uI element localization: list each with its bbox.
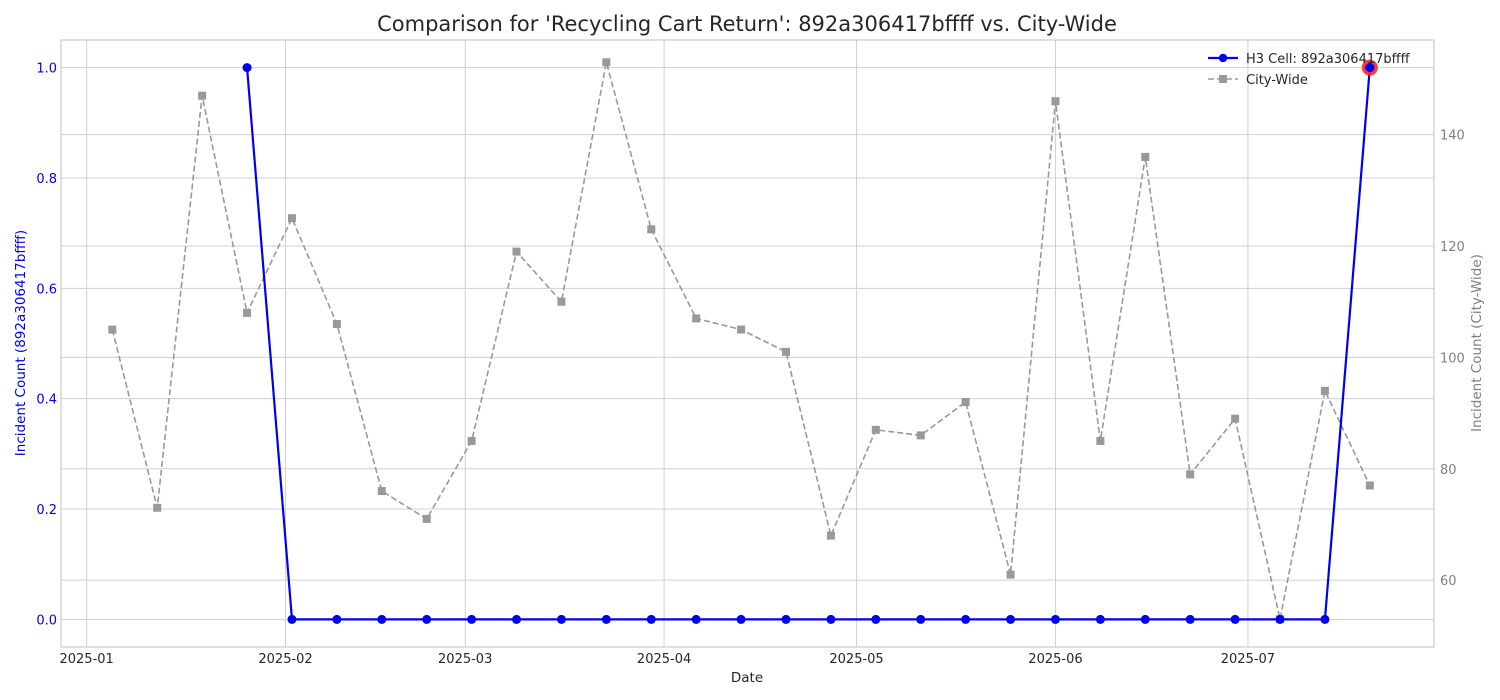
grid [61, 40, 1434, 647]
cell-point [736, 614, 746, 624]
city-wide-point [1096, 436, 1105, 445]
city-wide-point [781, 347, 790, 356]
city-wide-series [108, 58, 1374, 624]
city-wide-point [377, 487, 386, 496]
cell-point [287, 614, 297, 624]
y-right-tick-label: 120 [1440, 240, 1465, 255]
city-wide-point [108, 325, 117, 334]
x-tick-label: 2025-07 [1221, 652, 1275, 667]
y-right-tick-label: 80 [1440, 463, 1457, 478]
city-wide-point [332, 320, 341, 329]
cell-point [826, 614, 836, 624]
cell-point [242, 63, 252, 73]
city-wide-point [287, 214, 296, 223]
city-wide-point [1141, 152, 1150, 161]
x-tick-label: 2025-04 [637, 652, 691, 667]
city-wide-point [198, 91, 207, 100]
cell-point [556, 614, 566, 624]
city-wide-point [1320, 386, 1329, 395]
highlight-point [1365, 63, 1375, 73]
city-wide-point [512, 247, 521, 256]
x-tick-label: 2025-03 [438, 652, 492, 667]
y-left-tick-label: 0.2 [36, 503, 57, 518]
cell-point [961, 614, 971, 624]
cell-series [242, 63, 1375, 624]
y-left-tick-label: 1.0 [36, 62, 57, 77]
cell-point [1006, 614, 1016, 624]
cell-point [1230, 614, 1240, 624]
cell-point [377, 614, 387, 624]
y-left-axis-ticks: 0.0 0.2 0.4 0.6 0.8 1.0 [36, 62, 57, 629]
y-left-tick-label: 0.6 [36, 282, 57, 297]
cell-point [1320, 614, 1330, 624]
x-axis-label: Date [731, 670, 763, 686]
y-left-tick-label: 0.8 [36, 172, 57, 187]
y-right-axis-label: Incident Count (City-Wide) [1469, 254, 1485, 432]
cell-point [1185, 614, 1195, 624]
x-tick-label: 2025-06 [1028, 652, 1082, 667]
city-wide-point [602, 58, 611, 67]
highlight-marker-layer [1361, 59, 1378, 76]
x-tick-label: 2025-05 [829, 652, 883, 667]
city-wide-point [422, 514, 431, 523]
legend-city-label: City-Wide [1246, 73, 1308, 88]
x-axis-ticks: 2025-01 2025-02 2025-03 2025-04 2025-05 2025-… [59, 652, 1275, 667]
city-wide-point [961, 397, 970, 406]
chart-title: Comparison for 'Recycling Cart Return': … [377, 12, 1117, 36]
cell-point [422, 614, 432, 624]
legend-cell-marker [1218, 53, 1228, 63]
y-right-tick-label: 60 [1440, 574, 1457, 589]
city-wide-point [916, 431, 925, 440]
city-wide-point [647, 225, 656, 234]
x-tick-label: 2025-01 [59, 652, 113, 667]
legend-cell-label: H3 Cell: 892a306417bffff [1246, 52, 1411, 67]
city-wide-point [1186, 470, 1195, 479]
city-wide-point [737, 325, 746, 334]
city-wide-point [871, 425, 880, 434]
cell-point [1140, 614, 1150, 624]
y-right-tick-label: 140 [1440, 129, 1465, 144]
cell-point [512, 614, 522, 624]
x-tick-label: 2025-02 [258, 652, 312, 667]
cell-point [1275, 614, 1285, 624]
city-wide-point [467, 436, 476, 445]
y-left-axis-label: Incident Count (892a306417bffff) [13, 230, 29, 456]
cell-point [467, 614, 477, 624]
cell-point [332, 614, 342, 624]
y-left-tick-label: 0.4 [36, 393, 57, 408]
legend-city-marker [1219, 75, 1227, 83]
y-right-axis-ticks: 60 80 100 120 140 [1440, 129, 1465, 590]
plot-frame [60, 39, 1435, 648]
cell-line [245, 67, 1371, 621]
city-wide-point [557, 297, 566, 306]
cell-point [691, 614, 701, 624]
city-wide-point [153, 503, 162, 512]
city-wide-point [1006, 570, 1015, 579]
y-left-tick-label: 0.0 [36, 613, 57, 628]
city-wide-point [692, 314, 701, 323]
cell-point [1095, 614, 1105, 624]
cell-point [871, 614, 881, 624]
legend: H3 Cell: 892a306417bffff City-Wide [1208, 52, 1411, 88]
city-wide-point [826, 531, 835, 540]
city-wide-point [1365, 481, 1374, 490]
cell-point [646, 614, 656, 624]
city-wide-point [243, 308, 252, 317]
cell-point [1050, 614, 1060, 624]
cell-point [601, 614, 611, 624]
cell-point [781, 614, 791, 624]
city-wide-line [111, 62, 1371, 620]
city-wide-point [1051, 97, 1060, 106]
city-wide-point [1231, 414, 1240, 423]
y-right-tick-label: 100 [1440, 351, 1465, 366]
cell-point [916, 614, 926, 624]
